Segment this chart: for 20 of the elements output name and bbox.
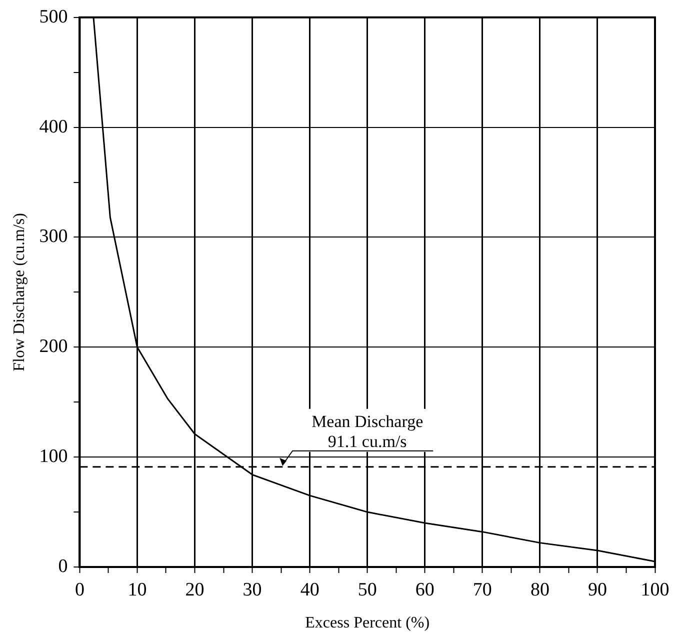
y-tick-label: 100 bbox=[39, 446, 68, 468]
y-tick-label: 400 bbox=[39, 116, 68, 138]
x-tick-label: 70 bbox=[472, 579, 492, 600]
y-tick-label: 200 bbox=[39, 336, 68, 358]
x-tick-label: 80 bbox=[530, 579, 550, 600]
y-tick-label: 0 bbox=[58, 556, 68, 577]
x-tick-label: 90 bbox=[588, 579, 607, 600]
x-tick-label: 10 bbox=[128, 579, 147, 600]
y-tick-label: 300 bbox=[39, 226, 68, 248]
x-tick-label: 60 bbox=[415, 579, 434, 600]
x-axis-title: Excess Percent (%) bbox=[305, 614, 430, 632]
x-tick-label: 30 bbox=[242, 579, 262, 600]
x-tick-label: 20 bbox=[185, 579, 204, 600]
x-tick-label: 100 bbox=[640, 579, 670, 600]
x-tick-label: 40 bbox=[300, 579, 320, 600]
x-tick-label: 50 bbox=[358, 579, 377, 600]
ref-line-label: Mean Discharge 91.1 cu.m/s bbox=[312, 412, 424, 451]
y-axis-title: Flow Discharge (cu.m/s) bbox=[10, 213, 28, 372]
y-tick-label: 500 bbox=[39, 6, 68, 28]
x-tick-label: 0 bbox=[74, 579, 84, 600]
